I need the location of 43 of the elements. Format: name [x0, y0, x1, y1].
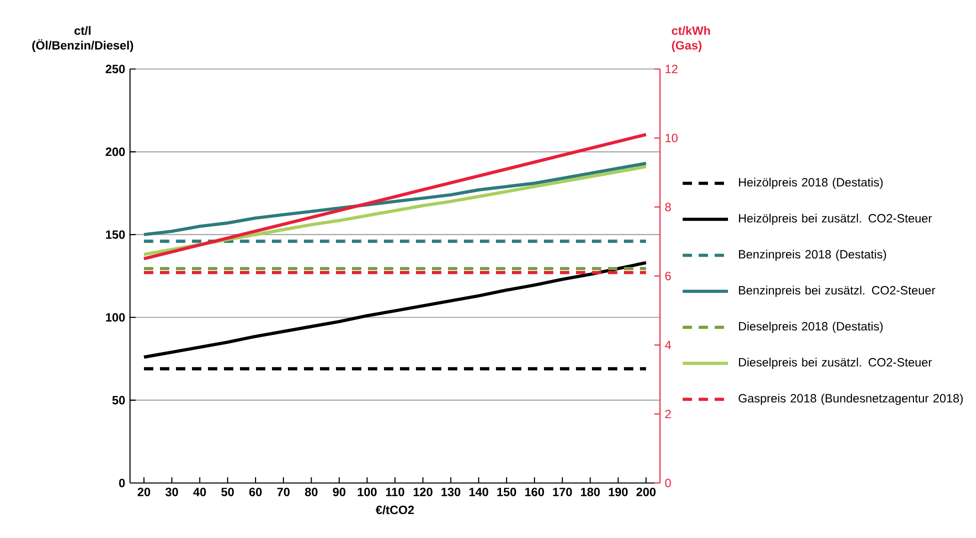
y2-axis-title: ct/kWh (Gas) — [672, 26, 710, 52]
x-tick-label: 70 — [277, 488, 290, 496]
y-tick-label: 50 — [112, 396, 125, 404]
x-tick-label: 130 — [442, 488, 460, 496]
x-tick-label: 80 — [305, 488, 318, 496]
y2-tick-label: 6 — [665, 272, 671, 280]
x-tick-label: 90 — [332, 488, 346, 496]
x-tick-label: 190 — [608, 488, 628, 496]
y-tick-label: 150 — [106, 230, 125, 239]
legend-label: Heizölpreis bei zusätzl. CO2-Steuer — [739, 214, 932, 225]
y2-tick-label: 2 — [665, 410, 671, 418]
x-tick-label: 140 — [469, 488, 488, 496]
y2-tick-label: 0 — [665, 478, 671, 488]
x-tick-label: 170 — [553, 488, 572, 496]
line-series — [142, 162, 648, 236]
y2-tick-label: 10 — [666, 134, 678, 142]
x-tick-label: 30 — [165, 488, 178, 496]
legend-label: Heizölpreis 2018 (Destatis) — [739, 178, 883, 189]
y-tick-label: 0 — [119, 478, 125, 488]
legend-label: Gaspreis 2018 (Bundesnetzagentur 2018) — [738, 394, 963, 405]
x-tick-label: 110 — [386, 488, 404, 496]
legend-label: Benzinpreis bei zusätzl. CO2-Steuer — [739, 286, 936, 297]
y-tick-label: 100 — [106, 313, 125, 322]
x-tick-label: 40 — [193, 488, 206, 496]
x-tick-label: 50 — [221, 488, 234, 496]
y-tick-label: 250 — [106, 64, 125, 74]
x-tick-label: 200 — [636, 488, 656, 496]
y-tick-label: 200 — [106, 148, 125, 156]
x-tick-label: 120 — [414, 488, 432, 496]
x-tick-label: 60 — [249, 488, 262, 496]
y2-tick-label: 4 — [664, 340, 672, 350]
x-tick-label: 20 — [138, 488, 150, 496]
legend-label: Benzinpreis 2018 (Destatis) — [739, 250, 886, 261]
legend-label: Dieselpreis bei zusätzl. CO2-Steuer — [739, 358, 932, 369]
x-axis-title: €/tCO2 — [376, 505, 414, 514]
x-tick-label: 100 — [358, 488, 377, 496]
legend-label: Dieselpreis 2018 (Destatis) — [739, 322, 883, 333]
y-axis-title: ct/l (Öl/Benzin/Diesel) — [32, 26, 134, 52]
x-tick-label: 160 — [525, 488, 544, 496]
x-tick-label: 180 — [581, 488, 600, 496]
y2-tick-label: 8 — [665, 202, 671, 212]
x-tick-label: 150 — [497, 488, 516, 496]
y2-tick-label: 12 — [666, 64, 678, 74]
